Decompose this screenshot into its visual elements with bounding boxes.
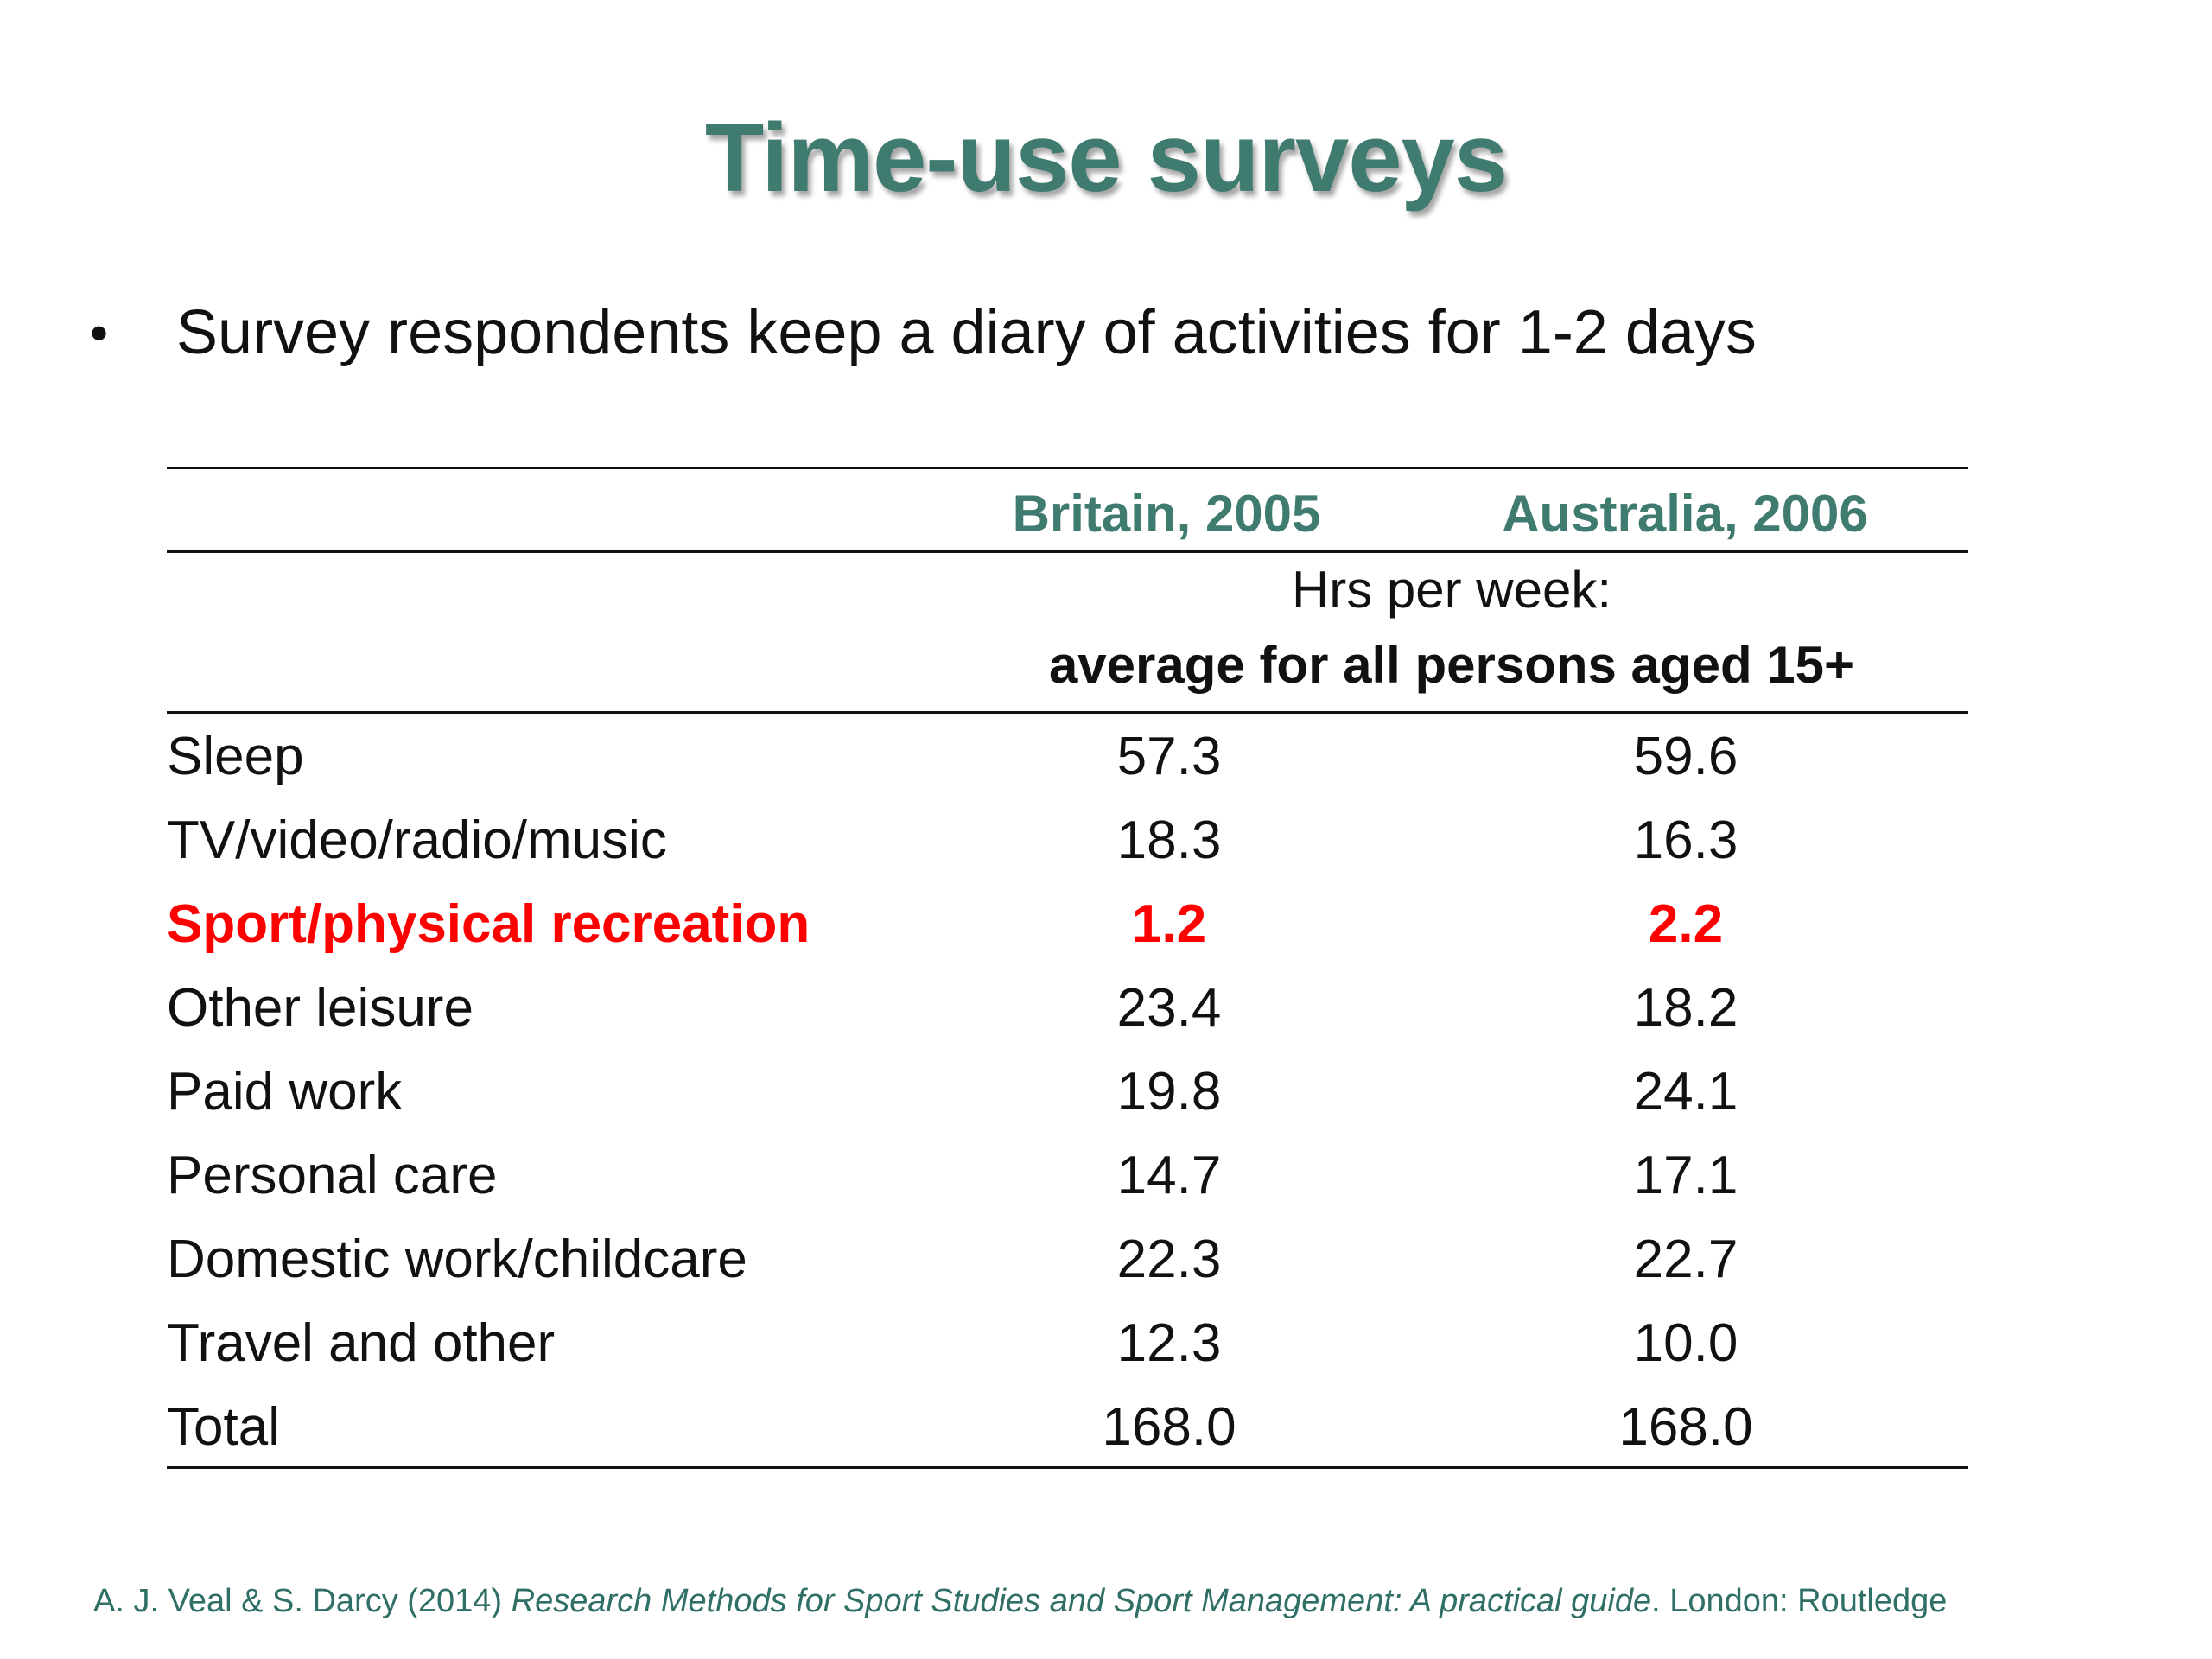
table-row: Sleep 57.3 59.6 — [167, 715, 1968, 798]
row-label: Paid work — [167, 1062, 403, 1122]
row-label: Travel and other — [167, 1313, 556, 1373]
bullet-point: • Survey respondents keep a diary of act… — [90, 289, 1757, 376]
australia-value: 22.7 — [1633, 1230, 1738, 1289]
table-row: Domestic work/childcare 22.3 22.7 — [167, 1218, 1968, 1301]
australia-value: 10.0 — [1633, 1313, 1738, 1373]
britain-value: 57.3 — [1116, 727, 1222, 786]
row-label: Total — [167, 1397, 280, 1457]
australia-value: 17.1 — [1633, 1146, 1738, 1205]
britain-value: 1.2 — [1131, 894, 1207, 954]
australia-value: 18.2 — [1633, 978, 1738, 1038]
table-row: Personal care 14.7 17.1 — [167, 1135, 1968, 1217]
row-label: Other leisure — [167, 978, 474, 1038]
britain-value: 19.8 — [1116, 1062, 1222, 1122]
bullet-icon: • — [90, 303, 109, 362]
units-caption: Hrs per week: — [1291, 561, 1612, 619]
row-label: Domestic work/childcare — [167, 1230, 747, 1289]
britain-value: 22.3 — [1116, 1230, 1222, 1289]
slide-title: Time-use surveys — [704, 104, 1508, 212]
australia-value: 168.0 — [1618, 1397, 1753, 1457]
row-label: Sleep — [167, 727, 304, 786]
row-label: TV/video/radio/music — [167, 810, 667, 870]
britain-value: 23.4 — [1116, 978, 1222, 1038]
units-subcaption: average for all persons aged 15+ — [1048, 636, 1855, 694]
table-row: Other leisure 23.4 18.2 — [167, 967, 1968, 1050]
bullet-text: Survey respondents keep a diary of activ… — [176, 298, 1757, 367]
britain-value: 18.3 — [1116, 810, 1222, 870]
australia-value: 59.6 — [1633, 727, 1738, 786]
table-row: Paid work 19.8 24.1 — [167, 1051, 1968, 1134]
britain-value: 14.7 — [1116, 1146, 1222, 1205]
britain-value: 12.3 — [1116, 1313, 1222, 1373]
table-row: Sport/physical recreation 1.2 2.2 — [167, 883, 1968, 966]
citation-publisher: . London: Routledge — [1651, 1583, 1948, 1619]
britain-value: 168.0 — [1102, 1397, 1236, 1457]
table-bottom-rule — [167, 1466, 1968, 1469]
header-rule — [167, 550, 1968, 553]
column-header-australia: Australia, 2006 — [1502, 485, 1868, 543]
citation-authors: A. J. Veal & S. Darcy (2014) — [93, 1583, 512, 1619]
row-label: Personal care — [167, 1146, 498, 1205]
row-label: Sport/physical recreation — [167, 894, 810, 954]
table-row: Travel and other 12.3 10.0 — [167, 1302, 1968, 1385]
table-top-rule — [167, 467, 1968, 469]
citation-book-title: Research Methods for Sport Studies and S… — [511, 1583, 1652, 1619]
units-rule — [167, 711, 1968, 714]
australia-value: 24.1 — [1633, 1062, 1738, 1122]
australia-value: 16.3 — [1633, 810, 1738, 870]
table-row: Total 168.0 168.0 — [167, 1386, 1968, 1469]
citation: A. J. Veal & S. Darcy (2014) Research Me… — [93, 1583, 1947, 1620]
australia-value: 2.2 — [1648, 894, 1724, 954]
table-row: TV/video/radio/music 18.3 16.3 — [167, 799, 1968, 882]
column-header-britain: Britain, 2005 — [1012, 485, 1321, 543]
